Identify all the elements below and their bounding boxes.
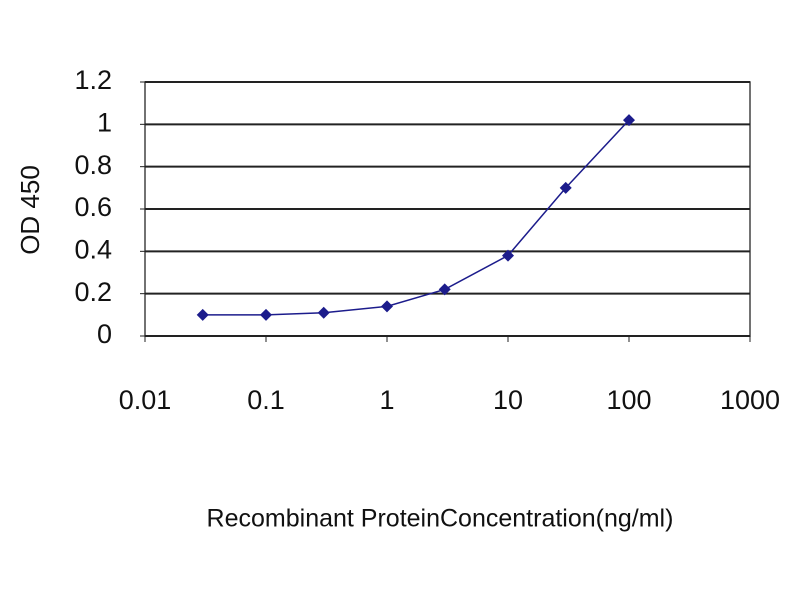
y-tick-label: 0.6 [74,192,112,222]
x-tick-label: 1 [379,385,394,415]
y-tick-label: 1 [97,107,112,137]
x-tick-label: 0.01 [119,385,172,415]
x-tick-label: 1000 [720,385,780,415]
y-tick-label: 0.4 [74,234,112,264]
data-marker [381,300,393,313]
x-tick-label: 0.1 [247,385,285,415]
x-tick-label: 100 [606,385,651,415]
data-marker [260,308,272,321]
y-axis-label: OD 450 [15,165,45,255]
y-tick-label: 0.8 [74,150,112,180]
y-tick-label: 1.2 [74,65,112,95]
data-marker [317,306,330,319]
data-marker [623,114,635,127]
x-axis-label: Recombinant ProteinConcentration(ng/ml) [207,505,674,533]
data-marker [502,249,514,262]
data-marker [196,308,209,321]
y-tick-label: 0.2 [74,277,112,307]
y-tick-label: 0 [97,319,112,349]
x-tick-label: 10 [493,385,523,415]
data-marker [559,181,572,194]
data-marker [438,283,451,296]
data-line [202,119,630,316]
